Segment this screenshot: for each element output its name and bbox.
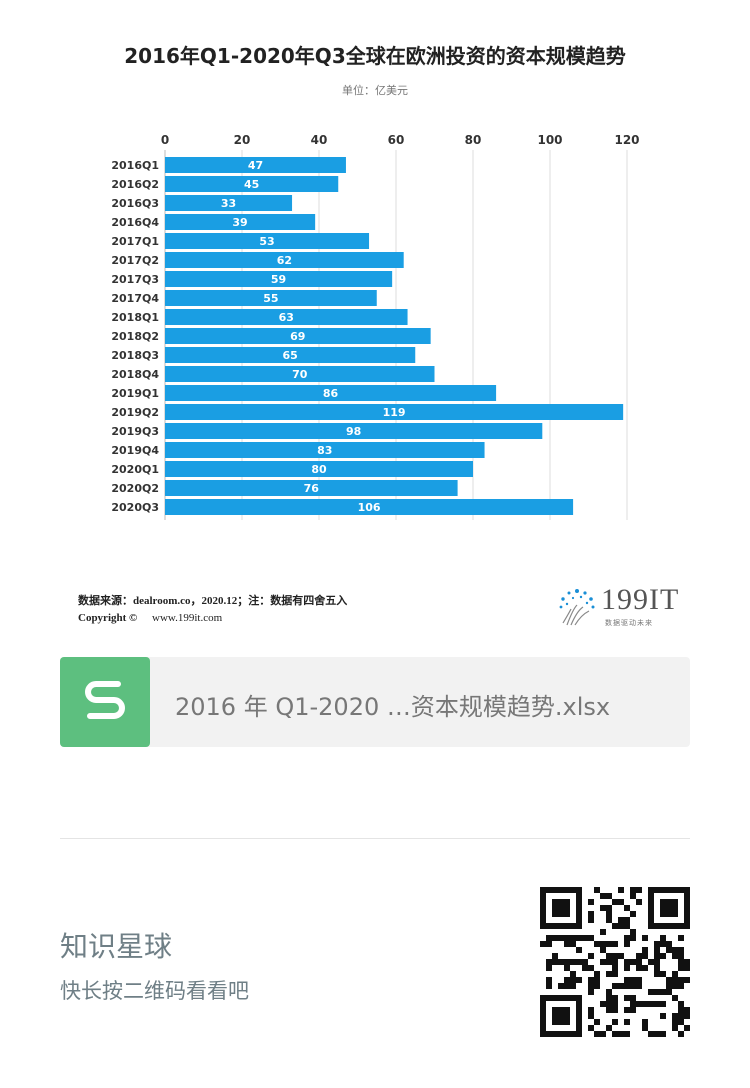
brand-hint: 快长按二维码看看吧	[60, 979, 249, 1003]
bar	[165, 214, 316, 230]
x-tick-label: 20	[234, 133, 251, 147]
bar	[165, 233, 370, 249]
data-label: 39	[232, 216, 247, 229]
brand-name: 知识星球	[60, 930, 173, 963]
bar	[165, 252, 404, 268]
category-label: 2018Q1	[111, 311, 159, 324]
data-label: 62	[277, 254, 292, 267]
category-label: 2019Q1	[111, 387, 159, 400]
bar	[165, 271, 393, 287]
category-label: 2020Q1	[111, 463, 159, 476]
data-label: 47	[248, 159, 263, 172]
qr-code-icon[interactable]	[540, 887, 690, 1037]
data-label: 65	[282, 349, 297, 362]
category-label: 2020Q3	[111, 501, 159, 514]
bar	[165, 157, 346, 173]
x-tick-label: 100	[537, 133, 562, 147]
bar	[165, 442, 485, 458]
bar	[165, 328, 431, 344]
divider	[60, 838, 690, 839]
bar	[165, 176, 339, 192]
chart-subtitle: 单位：亿美元	[342, 84, 408, 97]
category-label: 2020Q2	[111, 482, 159, 495]
bar	[165, 499, 574, 515]
data-label: 119	[383, 406, 406, 419]
data-label: 63	[279, 311, 294, 324]
copyright-url[interactable]: www.199it.com	[152, 612, 223, 624]
data-label: 76	[304, 482, 320, 495]
logo-wordmark: 199IT	[601, 583, 680, 616]
bar	[165, 347, 416, 363]
bar	[165, 309, 408, 325]
copyright-label: Copyright ©	[78, 612, 138, 624]
chart-title: 2016年Q1-2020年Q3全球在欧洲投资的资本规模趋势	[124, 44, 626, 68]
x-tick-label: 120	[614, 133, 639, 147]
x-tick-label: 80	[465, 133, 482, 147]
bar	[165, 461, 473, 477]
copyright-line: Copyright © www.199it.com	[78, 612, 222, 624]
category-label: 2018Q2	[111, 330, 159, 343]
category-label: 2017Q2	[111, 254, 159, 267]
category-label: 2018Q4	[111, 368, 159, 381]
bar	[165, 423, 543, 439]
category-label: 2018Q3	[111, 349, 159, 362]
data-label: 69	[290, 330, 305, 343]
category-label: 2016Q1	[111, 159, 159, 172]
logo-tagline: 数据驱动未来	[605, 619, 653, 627]
file-attachment-card[interactable]: 2016 年 Q1-2020 …资本规模趋势.xlsx	[60, 657, 690, 747]
category-label: 2017Q3	[111, 273, 159, 286]
bar-chart: 0 20 40 60 80 100 120 2016Q1 47 2016Q2 45 2016Q3 33 2…	[111, 133, 640, 520]
bar	[165, 480, 458, 496]
data-label: 80	[311, 463, 327, 476]
dandelion-logo-icon	[559, 589, 595, 626]
data-label: 83	[317, 444, 332, 457]
bar	[165, 404, 624, 420]
bar	[165, 366, 435, 382]
source-note: 数据来源：dealroom.co，2020.12；注：数据有四舍五入	[78, 595, 348, 607]
category-label: 2016Q3	[111, 197, 159, 210]
category-label: 2019Q4	[111, 444, 159, 457]
data-label: 55	[263, 292, 278, 305]
category-label: 2019Q2	[111, 406, 159, 419]
199it-logo: 199IT 数据驱动未来	[553, 583, 693, 631]
data-label: 53	[259, 235, 274, 248]
category-label: 2016Q4	[111, 216, 159, 229]
data-label: 70	[292, 368, 308, 381]
x-tick-label: 0	[161, 133, 169, 147]
x-tick-label: 60	[388, 133, 405, 147]
bar	[165, 290, 377, 306]
data-label: 45	[244, 178, 259, 191]
data-label: 106	[358, 501, 381, 514]
data-label: 59	[271, 273, 286, 286]
bar	[165, 195, 293, 211]
file-name: 2016 年 Q1-2020 …资本规模趋势.xlsx	[175, 693, 611, 721]
spreadsheet-s-icon	[60, 657, 150, 747]
data-label: 33	[221, 197, 236, 210]
category-label: 2016Q2	[111, 178, 159, 191]
bar	[165, 385, 497, 401]
category-label: 2019Q3	[111, 425, 159, 438]
category-label: 2017Q4	[111, 292, 159, 305]
x-tick-label: 40	[311, 133, 328, 147]
category-label: 2017Q1	[111, 235, 159, 248]
data-label: 98	[346, 425, 361, 438]
data-label: 86	[323, 387, 339, 400]
